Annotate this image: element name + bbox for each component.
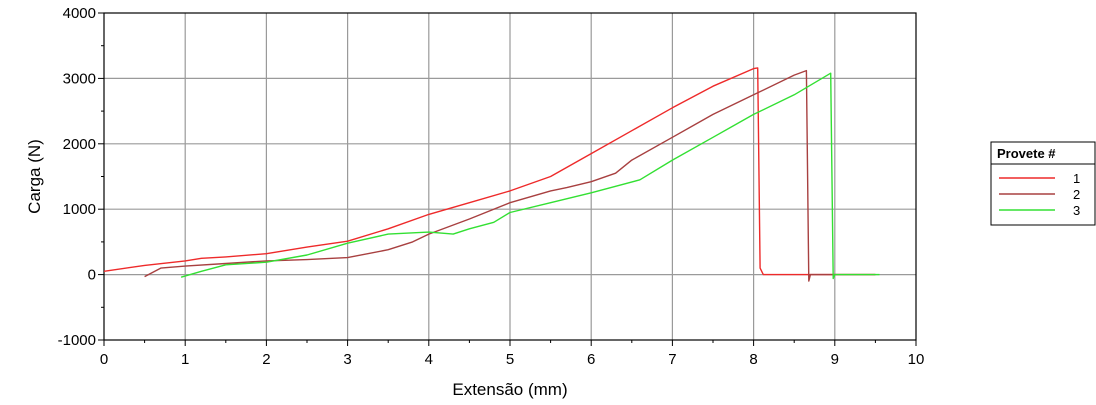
y-axis-title: Carga (N) (25, 139, 44, 214)
x-tick-label: 7 (668, 351, 676, 368)
legend-box (990, 141, 1096, 226)
series-line-3 (180, 72, 880, 280)
legend-label-2: 2 (1073, 187, 1080, 202)
x-tick-label: 0 (100, 351, 108, 368)
legend-title: Provete # (997, 146, 1056, 161)
legend-label-1: 1 (1073, 171, 1080, 186)
y-tick-label: 4000 (63, 5, 96, 22)
x-tick-label: 1 (181, 351, 189, 368)
x-tick-label: 2 (262, 351, 270, 368)
x-tick-label: 4 (425, 351, 433, 368)
y-tick-label: 2000 (63, 136, 96, 153)
x-axis-title: Extensão (mm) (452, 380, 567, 399)
series-line-1 (103, 67, 876, 276)
series-line-2 (144, 69, 876, 282)
x-tick-label: 5 (506, 351, 514, 368)
y-tick-label: -1000 (58, 332, 96, 349)
y-tick-label: 3000 (63, 70, 96, 87)
legend-items: 123 (999, 171, 1080, 218)
legend: Provete # 123 (990, 141, 1096, 226)
y-tick-label: 1000 (63, 201, 96, 218)
x-tick-label: 9 (831, 351, 839, 368)
gridlines (104, 13, 916, 340)
series-lines (103, 67, 880, 282)
x-tick-label: 6 (587, 351, 595, 368)
x-tick-label: 8 (749, 351, 757, 368)
x-tick-label: 3 (343, 351, 351, 368)
legend-label-3: 3 (1073, 203, 1080, 218)
x-tick-label: 10 (908, 351, 925, 368)
y-tick-label: 0 (88, 267, 96, 284)
